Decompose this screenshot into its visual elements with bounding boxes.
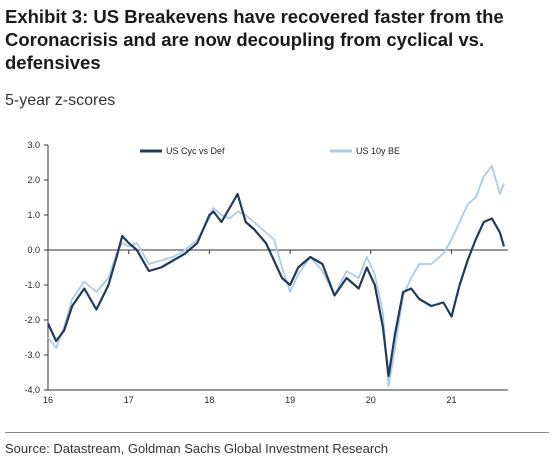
y-tick-label: 0.0 xyxy=(27,245,40,255)
source-divider xyxy=(5,432,549,433)
legend: US Cyc vs Def US 10y BE xyxy=(140,146,400,156)
x-tick-label: 19 xyxy=(285,395,295,405)
chart-title: Exhibit 3: US Breakevens have recovered … xyxy=(5,6,504,73)
y-tick-label: 1.0 xyxy=(27,210,40,220)
y-tick-label: -1.0 xyxy=(24,280,40,290)
x-tick-label: 18 xyxy=(204,395,214,405)
legend-label-us-10y-be: US 10y BE xyxy=(356,146,400,156)
x-tick-label: 17 xyxy=(124,395,134,405)
axes-group: 3.0 2.0 1.0 0.0 -1.0 -2.0 -3.0 -4.016 17 18 19 20 21 xyxy=(24,140,508,405)
legend-label-us-cyc-vs-def: US Cyc vs Def xyxy=(166,146,225,156)
y-tick-label: -2.0 xyxy=(24,315,40,325)
y-tick-label: -4.0 xyxy=(24,385,40,395)
x-tick-label: 16 xyxy=(43,395,53,405)
source-note: Source: Datastream, Goldman Sachs Global… xyxy=(5,441,388,456)
y-tick-label: -3.0 xyxy=(24,350,40,360)
series-group xyxy=(47,165,506,388)
x-tick-label: 21 xyxy=(447,395,457,405)
chart-subtitle: 5-year z-scores xyxy=(5,92,116,109)
series-line-us-10y-be xyxy=(47,165,505,388)
y-tick-label: 2.0 xyxy=(27,175,40,185)
x-tick-label: 20 xyxy=(366,395,376,405)
series-line-us-cyc-vs-def xyxy=(47,192,506,378)
chart-area: 3.0 2.0 1.0 0.0 -1.0 -2.0 -3.0 -4.016 17 18 19 20 21… xyxy=(24,140,508,405)
y-tick-label: 3.0 xyxy=(27,140,40,150)
